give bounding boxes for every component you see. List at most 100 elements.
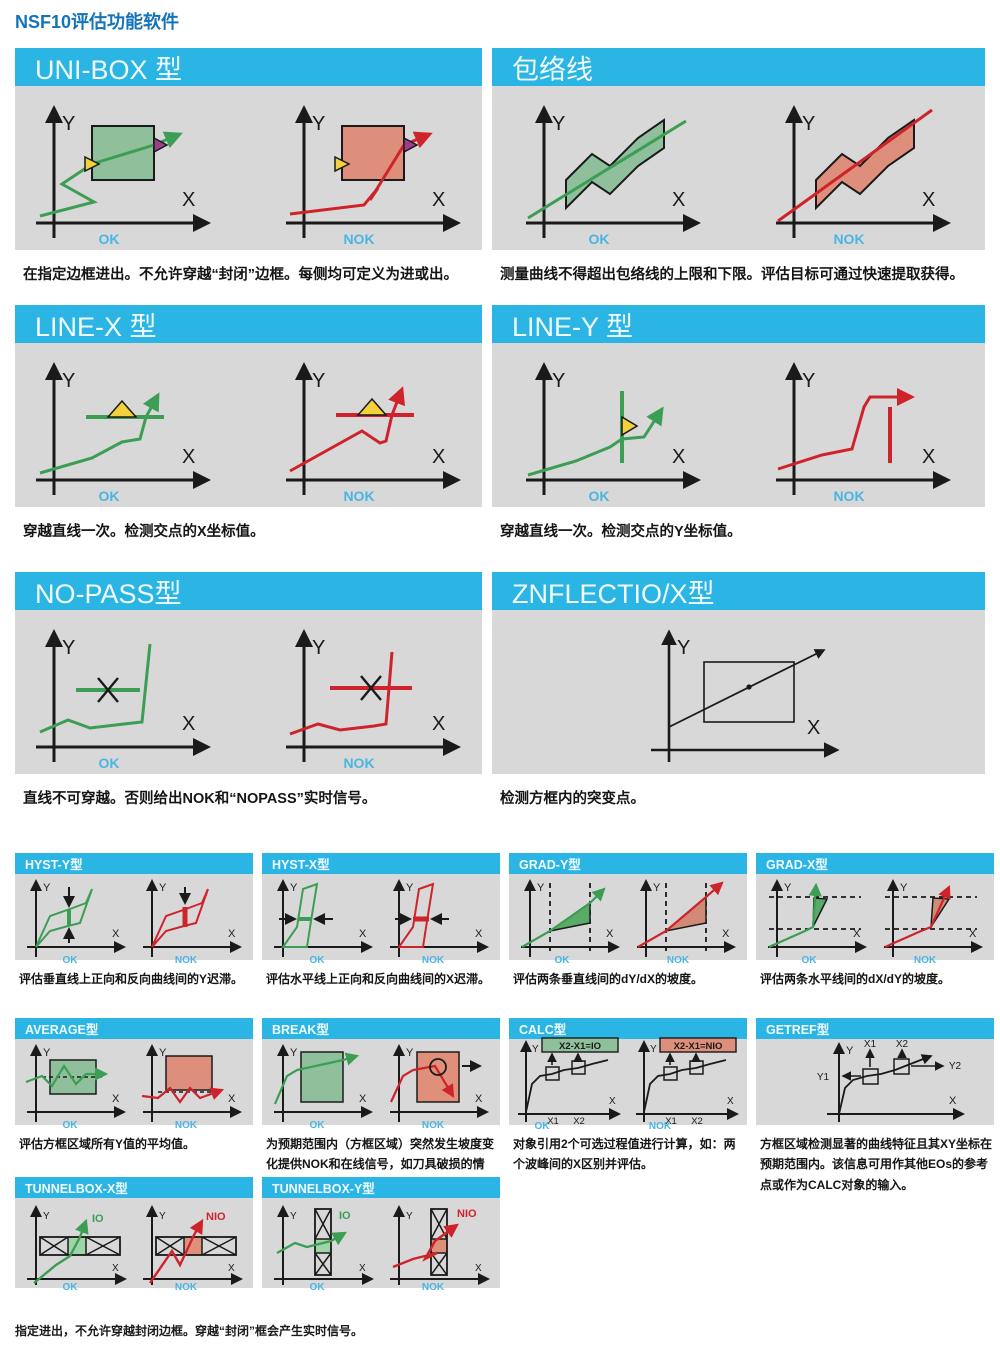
formula-box [659, 1037, 737, 1053]
x-axis-label: X [949, 1095, 957, 1107]
panel-nopass-title: NO-PASS型 [35, 578, 182, 609]
y-axis-label: Y [802, 113, 815, 135]
panel-tunnelbox-y-body: Y X IO OK Y X [262, 1198, 500, 1291]
axes: Y X [35, 629, 211, 762]
panel-linex-title: LINE-X 型 [35, 311, 157, 342]
calc-nok-chart: Y X X2-X1=NIO X1 X2 NOK [636, 1037, 739, 1130]
liney-nok-chart: Y X NOK [775, 362, 951, 504]
panel-hyst-x-title: HYST-X型 [272, 858, 330, 872]
ok-label: OK [98, 755, 119, 771]
panel-grad-x-caption: 评估两条水平线间的dX/dY的坡度。 [760, 972, 951, 986]
x-axis-label: X [432, 713, 445, 735]
calc-ok-chart: Y X X2-X1=IO X1 X2 OK [518, 1037, 621, 1130]
panel-calc-header: CALC型 [509, 1018, 747, 1039]
x1-label: X1 [547, 1116, 559, 1127]
panel-grad-x-body: Y X OK Y X NOK [756, 874, 994, 965]
ok-curve [276, 1231, 348, 1255]
nok-curve [392, 1223, 459, 1269]
panel-grad-x-header: GRAD-X型 [756, 853, 994, 874]
panel-envelope-body: Y X OK Y X NOK [492, 86, 985, 250]
panel-hyst-x: HYST-X型 Y X OK Y X [262, 853, 500, 989]
ok-label: OK [555, 955, 571, 965]
panel-envelope-caption: 测量曲线不得超出包络线的上限和下限。评估目标可通过快速提取获得。 [500, 267, 964, 283]
panel-unibox-header: UNI-BOX 型 [15, 48, 482, 86]
ok-curve [39, 392, 159, 475]
ok-curve [521, 887, 606, 948]
y-axis-label: Y [43, 882, 51, 894]
y-axis-label: Y [900, 882, 908, 894]
y-axis-label: Y [653, 882, 661, 894]
y-axis-label: Y [552, 113, 565, 135]
ok-curve [768, 882, 822, 949]
y-axis-label: Y [290, 882, 298, 894]
panel-getref-caption: 方框区域检测显著的曲线特征且其XY坐标在预期范围内。该信息可用作其他EOs的参考… [760, 1137, 993, 1192]
axes: Y X [285, 105, 461, 238]
axes: Y X [525, 105, 701, 238]
y-axis-label: Y [62, 113, 75, 135]
y-axis-label: Y [406, 882, 414, 894]
yellow-triangle-icon [620, 415, 638, 437]
io-label: IO [339, 1210, 351, 1222]
panel-break-title: BREAK型 [272, 1023, 329, 1037]
y-axis-label: Y [784, 882, 792, 894]
hysteresis-loop [281, 882, 319, 948]
ok-label: OK [588, 231, 609, 247]
panel-average-caption: 评估方框区域所有Y值的平均值。 [19, 1137, 196, 1151]
break-point-circle-icon [429, 1058, 447, 1076]
ok-label: OK [588, 488, 609, 504]
nok-curve [141, 1086, 225, 1104]
x-axis-label: X [969, 928, 977, 940]
x-axis-label: X [475, 1263, 482, 1274]
panel-linex-header: LINE-X 型 [15, 305, 482, 343]
ok-label: OK [63, 1282, 79, 1291]
hyst-y-nok-chart: Y X NOK [143, 879, 242, 965]
feature-box-1 [862, 1068, 879, 1085]
ok-curve [273, 1052, 360, 1105]
x-axis-label: X [359, 1263, 366, 1274]
x-axis-label: X [112, 928, 120, 940]
hysteresis-loop [151, 888, 209, 948]
axes: Y X [143, 879, 242, 957]
feature-box-2 [893, 1058, 910, 1075]
nok-curve [149, 1218, 204, 1284]
tunnelbox-y-ok-chart: Y X IO OK [274, 1205, 374, 1291]
y-axis-label: Y [312, 637, 325, 659]
x-axis-label: X [359, 928, 367, 940]
y-axis-label: Y [159, 1047, 167, 1059]
x-axis-label: X [112, 1263, 119, 1274]
panel-tunnelbox-y: TUNNELBOX-Y型 Y X IO OK [262, 1177, 500, 1291]
panel-hyst-x-body: Y X OK Y X NOK [262, 874, 500, 965]
nok-label: NOK [914, 955, 937, 965]
panel-unibox-caption: 在指定边框进出。不允许穿越“封闭”边框。每侧均可定义为进或出。 [23, 267, 458, 283]
panel-hyst-y-title: HYST-Y型 [25, 858, 83, 872]
x-axis-label: X [182, 713, 195, 735]
panel-calc-caption: 对象引用2个可选过程值进行计算，如：两个波峰间的X区别并评估。 [513, 1137, 736, 1172]
nio-label: NIO [206, 1211, 226, 1223]
panel-break-header: BREAK型 [262, 1018, 500, 1039]
x2-label: X2 [896, 1039, 909, 1050]
limit-box [340, 125, 405, 181]
panel-linex-body: Y X OK Y X NOK [15, 343, 482, 507]
envelope-ok-chart: Y X OK [525, 105, 701, 247]
io-label: IO [92, 1213, 104, 1225]
panel-grad-y-body: Y X OK Y X NOK [509, 874, 747, 965]
ok-label: OK [310, 1282, 326, 1291]
x1-label: X1 [665, 1116, 677, 1127]
y1-label: Y1 [817, 1072, 830, 1083]
y-axis-label: Y [159, 882, 167, 894]
tunnelbox-y-nok-chart: Y X NIO NOK [390, 1205, 490, 1291]
nok-label: NOK [422, 955, 445, 965]
nok-label: NOK [175, 955, 198, 965]
panel-tunnelbox-x-body: Y X IO OK Y X [15, 1198, 253, 1291]
y-axis-label: Y [312, 113, 325, 135]
exit-triangle-icon [402, 136, 419, 154]
nok-label: NOK [343, 488, 374, 504]
x-axis-label: X [922, 189, 935, 211]
panel-hyst-y-body: Y X OK Y X NOK [15, 874, 253, 965]
y-axis-label: Y [802, 370, 815, 392]
x-axis-label: X [672, 446, 685, 468]
panel-liney-header: LINE-Y 型 [492, 305, 985, 343]
cross-mark-icon [359, 675, 382, 701]
x-axis-label: X [359, 1093, 367, 1105]
